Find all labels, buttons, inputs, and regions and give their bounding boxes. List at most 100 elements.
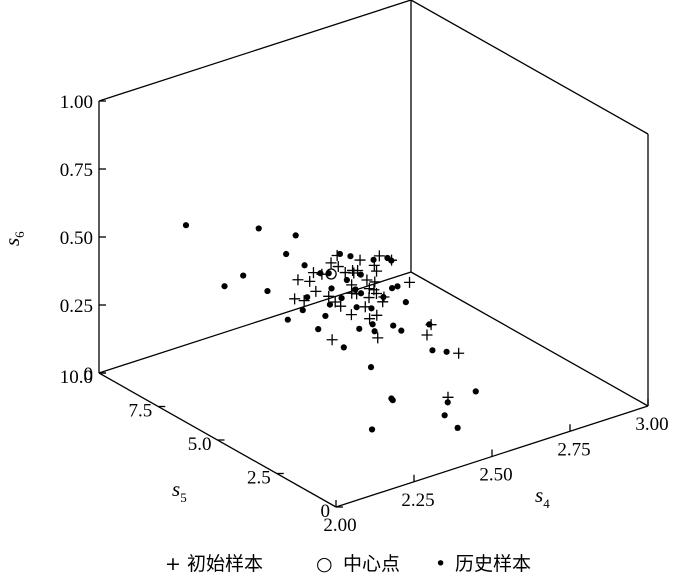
z-tick-label: 1.00 [60, 92, 93, 113]
history-sample-point [338, 294, 345, 302]
z-axis-label: s6 [0, 231, 27, 246]
y-tick-label: 10.0 [60, 367, 93, 388]
history-sample-point [301, 262, 308, 269]
legend: + 初始样本 ○ 中心点 • 历史样本 [165, 553, 531, 575]
axis-ticks: 2.002.252.502.753.0002.55.07.510.000.250… [60, 92, 669, 536]
history-sample-point [472, 388, 479, 395]
history-sample-point [255, 225, 262, 232]
data-points [182, 222, 479, 433]
history-sample-point [426, 321, 433, 328]
history-sample-point [322, 312, 329, 320]
history-sample-point [429, 347, 436, 354]
initial-sample-point [335, 300, 347, 312]
initial-sample-point [289, 293, 301, 305]
legend-history-label: 历史样本 [455, 553, 531, 575]
history-sample-point [367, 364, 375, 371]
initial-sample-point [346, 287, 358, 299]
history-sample-point [182, 222, 190, 229]
history-sample-point [317, 270, 324, 277]
initial-sample-point [326, 334, 338, 346]
initial-sample-point [323, 290, 335, 302]
history-sample-point [369, 321, 376, 328]
history-sample-point [388, 285, 396, 292]
history-sample-point [357, 290, 365, 297]
x-tick-label: 3.00 [635, 414, 668, 435]
history-sample-point [402, 299, 409, 306]
legend-history-symbol: • [435, 553, 446, 575]
history-sample-point [454, 424, 461, 431]
initial-sample-point [292, 274, 304, 286]
history-sample-point [371, 328, 378, 335]
history-sample-point [388, 395, 395, 402]
history-sample-point [368, 305, 375, 312]
initial-sample-point [453, 347, 465, 359]
history-sample-point [326, 301, 334, 308]
history-sample-point [388, 257, 395, 264]
initial-sample-point [347, 264, 359, 276]
history-sample-point [264, 287, 271, 295]
history-sample-point [292, 232, 299, 239]
history-sample-point [347, 253, 354, 260]
initial-sample-point [373, 250, 385, 262]
initial-sample-point [364, 313, 376, 325]
history-sample-point [343, 276, 350, 284]
y-axis-label: s5 [172, 477, 187, 505]
frame-edge-floor-back [98, 271, 412, 374]
history-sample-point [357, 271, 364, 278]
axis-labels: s6 s5 s4 [0, 231, 550, 511]
initial-sample-point [348, 267, 360, 279]
initial-sample-point [325, 257, 337, 269]
y-tick-label: 5.0 [188, 434, 212, 455]
history-sample-point [340, 344, 347, 351]
z-tick-label: 0.50 [60, 228, 93, 249]
history-sample-point [325, 270, 332, 277]
y-tick-label: 2.5 [247, 468, 271, 489]
history-sample-point [356, 325, 363, 332]
x-tick-label: 2.50 [479, 465, 512, 486]
initial-sample-point [310, 285, 322, 297]
history-sample-point [368, 426, 376, 433]
legend-center-symbol: ○ [316, 553, 333, 575]
history-sample-point [304, 294, 311, 301]
history-sample-point [240, 272, 247, 279]
initial-sample-point [368, 284, 380, 296]
initial-sample-point [372, 332, 384, 344]
history-sample-point [352, 286, 359, 293]
initial-sample-point [371, 309, 383, 321]
history-sample-point [443, 348, 450, 355]
history-sample-point [441, 412, 448, 419]
history-sample-point [315, 326, 322, 333]
x-tick-label: 2.75 [557, 439, 590, 460]
history-sample-point [221, 283, 228, 290]
history-sample-point [444, 399, 451, 406]
history-sample-point [336, 250, 343, 258]
frame-edge-top-right [410, 0, 649, 135]
history-sample-point [380, 293, 387, 301]
initial-sample-point [332, 261, 344, 273]
z-tick-label: 0.75 [60, 160, 93, 181]
z-tick-label: 0.25 [60, 296, 93, 317]
frame-edge-top-back [98, 0, 412, 102]
initial-sample-point [404, 276, 416, 288]
initial-sample-point [369, 276, 381, 288]
x-tick-label: 2.00 [323, 515, 356, 536]
y-tick-label: 0 [321, 501, 331, 522]
history-sample-point [398, 327, 405, 334]
history-sample-point [353, 304, 360, 311]
history-sample-point [370, 256, 377, 263]
history-sample-point [284, 316, 291, 323]
history-sample-point [328, 285, 335, 292]
history-sample-point [390, 322, 397, 329]
initial-sample-point [421, 329, 433, 341]
initial-sample-point [345, 309, 357, 321]
history-sample-point [283, 250, 290, 258]
initial-sample-point [307, 267, 319, 279]
legend-center-label: 中心点 [343, 553, 400, 575]
history-sample-point [394, 283, 401, 290]
initial-sample-point [361, 274, 373, 286]
z-tick-label: 0 [84, 364, 94, 385]
legend-initial-label: 初始样本 [187, 553, 263, 575]
initial-sample-point [371, 265, 383, 277]
legend-initial-symbol: + [165, 553, 181, 575]
x-tick-label: 2.25 [401, 490, 434, 511]
